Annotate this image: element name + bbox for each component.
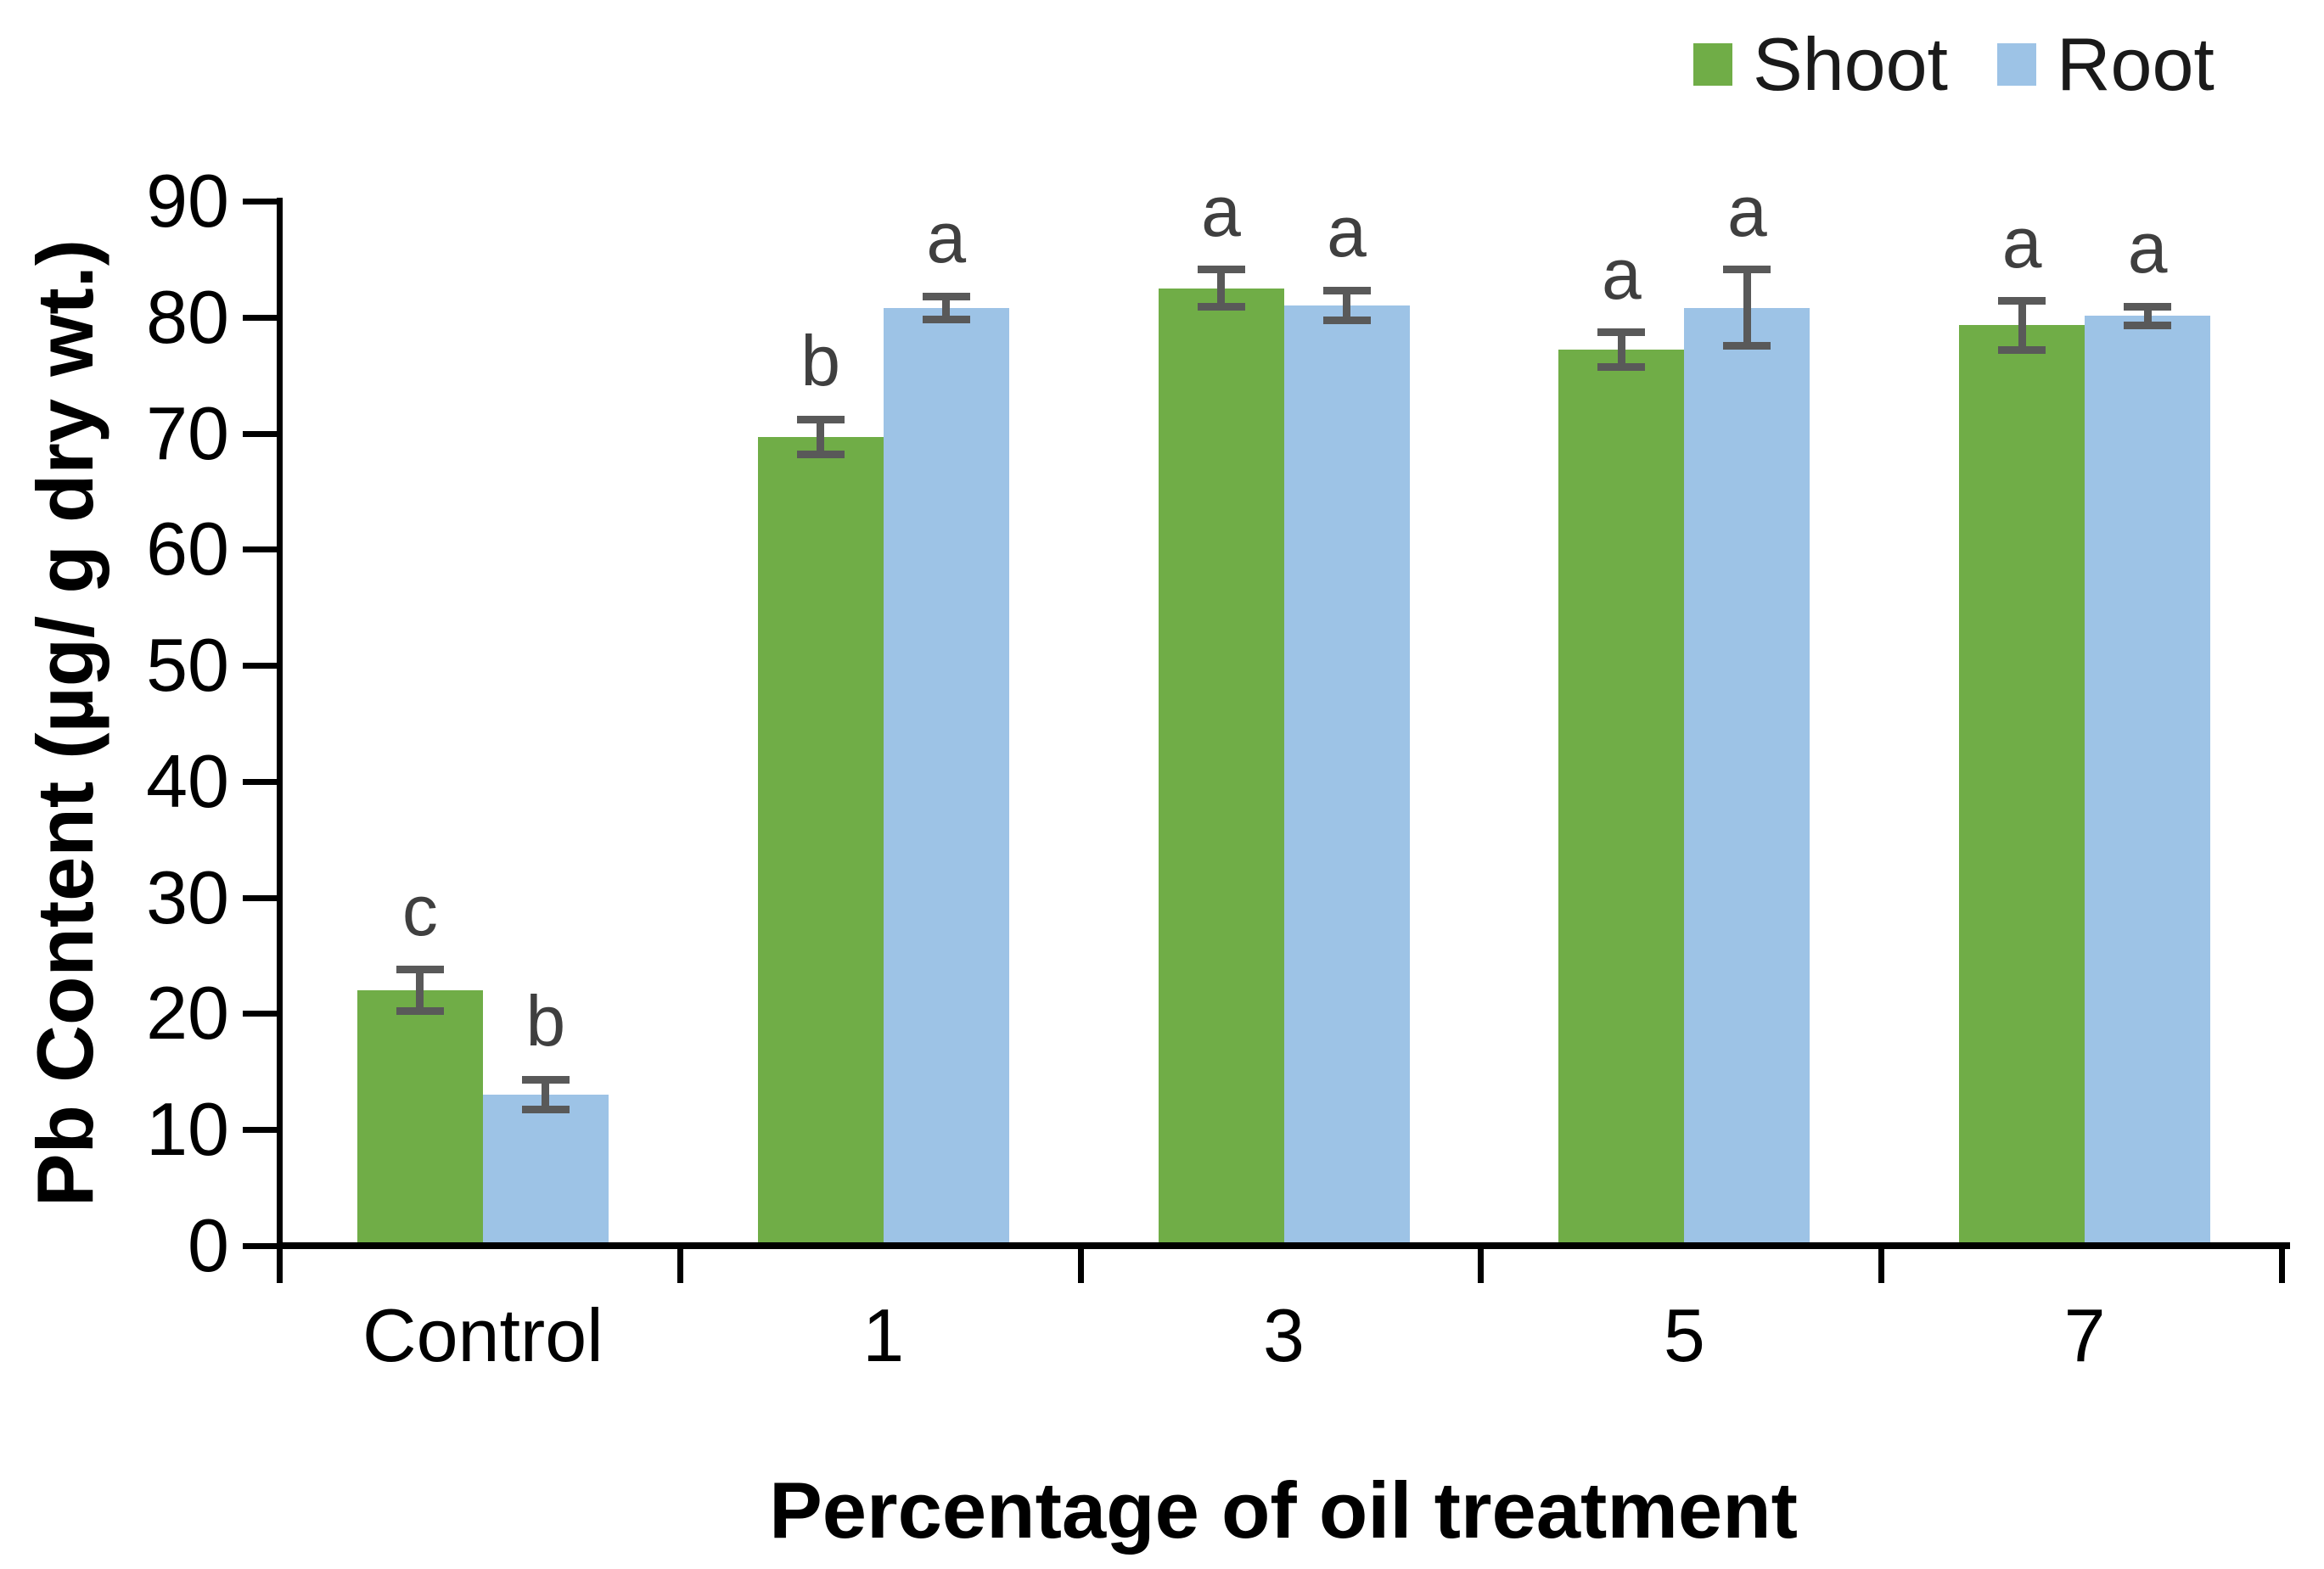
category-boundary-tick — [1878, 1246, 1885, 1283]
error-bar-cap-top-shoot-3 — [1197, 266, 1245, 274]
error-bar-whisker-shoot-1 — [817, 419, 825, 455]
legend-label-root: Root — [2056, 22, 2215, 106]
sig-letter-shoot-7: a — [2001, 202, 2042, 283]
bar-shoot-7 — [1959, 325, 2085, 1246]
error-bar-cap-top-shoot-5 — [1597, 328, 1646, 337]
x-axis-title: Percentage of oil treatment — [769, 1465, 1798, 1555]
y-tick — [243, 778, 283, 785]
legend-label-shoot: Shoot — [1753, 22, 1948, 106]
category-boundary-tick — [2279, 1246, 2285, 1283]
legend-item-shoot: Shoot — [1693, 25, 1948, 104]
error-bar-whisker-root-control — [542, 1079, 550, 1110]
x-tick-label-1: 1 — [862, 1293, 905, 1377]
sig-letter-root-control: b — [525, 981, 566, 1062]
y-tick — [243, 314, 283, 321]
sig-letter-shoot-1: b — [800, 321, 841, 401]
bar-shoot-5 — [1558, 350, 1685, 1246]
category-boundary-tick — [277, 1246, 283, 1283]
sig-letter-root-1: a — [926, 198, 967, 278]
error-bar-whisker-shoot-7 — [2018, 300, 2026, 350]
error-bar-cap-top-root-control — [521, 1075, 570, 1084]
sig-letter-shoot-control: c — [401, 871, 438, 951]
error-bar-cap-top-root-3 — [1322, 286, 1371, 294]
error-bar-cap-top-root-5 — [1723, 266, 1771, 274]
error-bar-whisker-root-5 — [1743, 269, 1751, 346]
bar-root-3 — [1283, 305, 1410, 1246]
error-bar-whisker-shoot-control — [416, 969, 424, 1011]
error-bar-cap-top-root-1 — [922, 292, 970, 300]
error-bar-cap-top-shoot-1 — [796, 415, 845, 423]
y-tick — [243, 1011, 283, 1017]
y-tick-label: 80 — [146, 274, 229, 359]
error-bar-cap-bottom-root-control — [521, 1106, 570, 1114]
sig-letter-root-5: a — [1726, 171, 1767, 251]
error-bar-whisker-root-7 — [2143, 306, 2152, 326]
x-axis-line — [277, 1242, 2290, 1249]
error-bar-cap-bottom-shoot-7 — [1998, 345, 2046, 354]
bar-root-5 — [1684, 307, 1810, 1246]
sig-letter-root-7: a — [2127, 208, 2168, 289]
error-bar-cap-top-root-7 — [2124, 302, 2172, 311]
y-axis-line — [277, 198, 283, 1249]
error-bar-cap-bottom-root-3 — [1322, 317, 1371, 325]
y-tick — [243, 894, 283, 901]
error-bar-whisker-root-1 — [942, 296, 951, 320]
y-tick-label: 90 — [146, 159, 229, 243]
error-bar-cap-bottom-shoot-1 — [796, 450, 845, 458]
y-tick-label: 30 — [146, 855, 229, 939]
error-bar-cap-top-shoot-7 — [1998, 297, 2046, 305]
error-bar-cap-bottom-shoot-3 — [1197, 302, 1245, 311]
y-tick — [243, 1127, 283, 1134]
y-tick-label: 60 — [146, 507, 229, 591]
y-tick — [243, 430, 283, 437]
y-tick — [243, 663, 283, 670]
error-bar-cap-bottom-shoot-5 — [1597, 363, 1646, 372]
y-tick — [243, 546, 283, 553]
legend: Shoot Root — [1693, 25, 2215, 104]
y-tick-label: 0 — [188, 1203, 229, 1287]
category-boundary-tick — [1478, 1246, 1485, 1283]
x-tick-label-5: 5 — [1663, 1293, 1705, 1377]
y-tick-label: 40 — [146, 738, 229, 823]
bar-root-7 — [2085, 316, 2211, 1246]
x-tick-label-control: Control — [362, 1293, 603, 1377]
y-tick — [243, 199, 283, 205]
y-tick-label: 70 — [146, 390, 229, 475]
error-bar-cap-top-shoot-control — [396, 965, 444, 973]
error-bar-whisker-shoot-3 — [1217, 269, 1225, 307]
bar-root-1 — [883, 307, 1009, 1246]
error-bar-cap-bottom-shoot-control — [396, 1007, 444, 1016]
error-bar-whisker-root-3 — [1343, 290, 1350, 321]
bar-root-control — [482, 1095, 609, 1246]
category-boundary-tick — [1077, 1246, 1084, 1283]
sig-letter-root-3: a — [1327, 192, 1367, 272]
y-tick-label: 10 — [146, 1087, 229, 1172]
sig-letter-shoot-3: a — [1201, 171, 1241, 251]
error-bar-whisker-shoot-5 — [1617, 332, 1625, 367]
y-tick — [243, 1243, 283, 1249]
x-tick-label-7: 7 — [2063, 1293, 2106, 1377]
legend-item-root: Root — [1996, 22, 2215, 106]
bar-shoot-1 — [757, 436, 884, 1246]
x-tick-label-3: 3 — [1263, 1293, 1305, 1377]
y-tick-label: 50 — [146, 623, 229, 708]
category-boundary-tick — [676, 1246, 683, 1283]
error-bar-cap-bottom-root-1 — [922, 316, 970, 323]
legend-swatch-shoot — [1693, 43, 1732, 86]
sig-letter-shoot-5: a — [1601, 233, 1642, 314]
error-bar-cap-bottom-root-7 — [2124, 321, 2172, 329]
y-tick-label: 20 — [146, 971, 229, 1056]
error-bar-cap-bottom-root-5 — [1723, 342, 1771, 350]
bar-shoot-3 — [1158, 288, 1284, 1246]
legend-swatch-root — [1996, 43, 2036, 86]
bar-shoot-control — [356, 990, 483, 1246]
